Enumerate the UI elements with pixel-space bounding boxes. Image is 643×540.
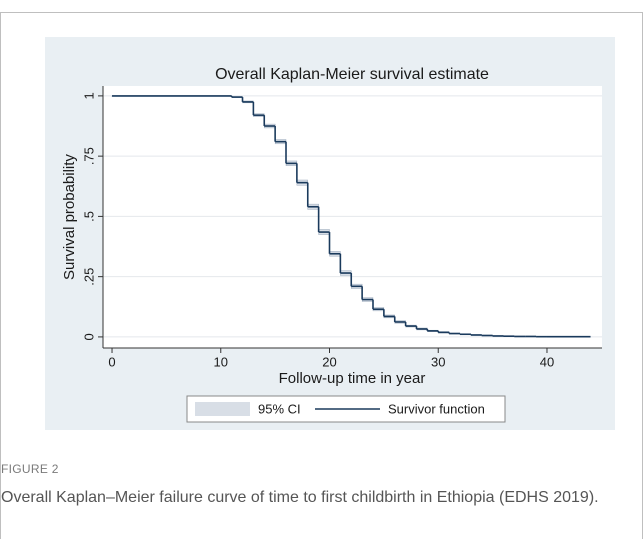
chart: Overall Kaplan-Meier survival estimate F…	[45, 37, 615, 430]
x-axis-title: Follow-up time in year	[279, 370, 426, 387]
x-tick-label: 20	[322, 354, 336, 369]
y-tick-label: .5	[81, 211, 96, 222]
y-axis-title: Survival probability	[61, 154, 78, 280]
y-tick-label: 1	[81, 92, 96, 99]
x-tick-label: 30	[431, 354, 445, 369]
figure-caption: Overall Kaplan–Meier failure curve of ti…	[1, 489, 599, 506]
legend-label: Survivor function	[388, 401, 485, 416]
y-tick-label: .25	[81, 268, 96, 286]
x-tick-label: 10	[214, 354, 228, 369]
legend-swatch	[195, 402, 250, 416]
x-tick-label: 0	[108, 354, 115, 369]
y-tick-label: 0	[81, 333, 96, 340]
chart-title: Overall Kaplan-Meier survival estimate	[215, 66, 489, 83]
x-tick-label: 40	[540, 354, 554, 369]
figure-label: FIGURE 2	[1, 462, 59, 476]
plot-area	[103, 86, 602, 348]
legend-label: 95% CI	[258, 401, 301, 416]
y-tick-label: .75	[81, 147, 96, 165]
